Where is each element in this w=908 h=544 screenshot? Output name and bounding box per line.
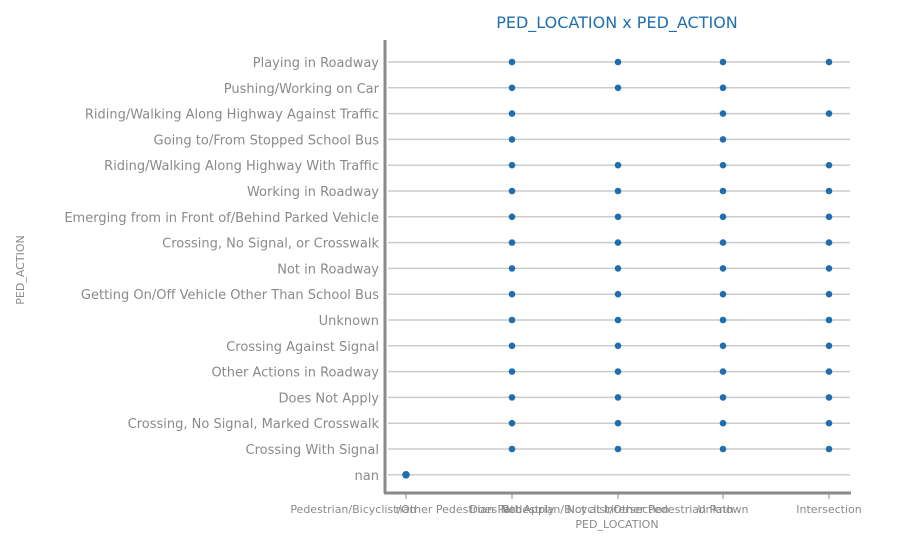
x-tick-label: Pedestrian/Bicyclist/Other Pedestrian Pa…	[290, 503, 521, 516]
data-point	[719, 342, 727, 350]
data-point	[508, 213, 516, 221]
x-tick-label: Does Not Apply	[469, 503, 555, 516]
data-point	[614, 161, 622, 169]
data-point	[614, 265, 622, 272]
x-tick-label: Pedestrian/Bicyclist/Other Pedestrian Pa…	[502, 503, 733, 516]
y-tick-label: Getting On/Off Vehicle Other Than School…	[81, 288, 379, 303]
data-point	[614, 58, 622, 66]
y-tick-label: Does Not Apply	[279, 391, 380, 406]
y-tick-label: Other Actions in Roadway	[211, 366, 379, 381]
data-point	[719, 316, 727, 324]
data-point	[719, 58, 727, 66]
data-point	[508, 265, 516, 272]
y-tick-label: Crossing With Signal	[246, 443, 379, 458]
data-point	[508, 58, 516, 66]
data-point	[825, 445, 833, 453]
data-point	[508, 239, 516, 246]
data-point	[719, 290, 727, 298]
data-point	[719, 265, 727, 272]
y-tick-label: Riding/Walking Along Highway Against Tra…	[85, 108, 379, 123]
data-point	[614, 213, 622, 221]
data-point	[825, 368, 833, 375]
data-point	[508, 342, 516, 350]
data-point	[614, 239, 622, 246]
data-point	[719, 110, 727, 117]
y-tick-label: Playing in Roadway	[253, 56, 380, 71]
data-point	[825, 58, 833, 66]
data-point	[825, 213, 833, 221]
data-point	[614, 187, 622, 195]
data-point	[614, 394, 622, 401]
y-tick-label: Crossing, No Signal, or Crosswalk	[162, 237, 379, 252]
y-tick-label: Not in Roadway	[277, 262, 379, 277]
data-point	[508, 110, 516, 117]
y-tick-label: Pushing/Working on Car	[224, 82, 380, 97]
data-point	[508, 368, 516, 375]
data-point	[402, 471, 410, 479]
data-point	[825, 342, 833, 350]
x-tick-label: Intersection	[796, 503, 861, 516]
x-axis-label: PED_LOCATION	[575, 518, 658, 531]
data-point	[719, 136, 727, 143]
data-point	[825, 187, 833, 195]
data-point	[614, 368, 622, 375]
y-axis-label: PED_ACTION	[14, 235, 27, 304]
y-tick-label: nan	[355, 469, 379, 484]
x-tick-label: nan	[396, 503, 417, 516]
data-point	[719, 187, 727, 195]
x-tick-label: Unknown	[697, 503, 748, 516]
y-tick-label: Unknown	[319, 314, 379, 329]
data-point	[508, 419, 516, 427]
data-point	[614, 316, 622, 324]
chart-title: PED_LOCATION x PED_ACTION	[496, 13, 738, 33]
data-point	[508, 84, 516, 92]
y-tick-label: Crossing Against Signal	[226, 340, 379, 355]
data-point	[825, 265, 833, 272]
data-point	[614, 290, 622, 298]
data-point	[825, 290, 833, 298]
data-point	[614, 84, 622, 92]
data-point	[719, 161, 727, 169]
x-tick-labels: Pedestrian/Bicyclist/Other Pedestrian Pa…	[290, 493, 862, 516]
data-point	[508, 394, 516, 401]
data-point	[719, 445, 727, 453]
y-tick-label: Going to/From Stopped School Bus	[154, 133, 380, 148]
data-point	[825, 394, 833, 401]
x-tick-label: Not at Intersection	[567, 503, 670, 516]
data-point	[719, 84, 727, 92]
data-point	[614, 419, 622, 427]
data-point	[719, 368, 727, 375]
data-point	[825, 110, 833, 117]
data-point	[614, 445, 622, 453]
data-point	[719, 394, 727, 401]
y-tick-label: Working in Roadway	[247, 185, 379, 200]
y-tick-label: Riding/Walking Along Highway With Traffi…	[104, 159, 379, 174]
data-point	[719, 239, 727, 246]
data-point	[508, 187, 516, 195]
data-point	[825, 161, 833, 169]
y-tick-labels: nan Crossing With Signal Crossing, No Sign…	[64, 56, 379, 484]
data-point	[508, 161, 516, 169]
data-point	[719, 213, 727, 221]
data-point	[508, 290, 516, 298]
data-point	[825, 316, 833, 324]
data-point	[508, 445, 516, 453]
data-points	[402, 58, 833, 479]
data-point	[614, 342, 622, 350]
y-tick-label: Emerging from in Front of/Behind Parked …	[64, 211, 379, 226]
data-point	[508, 316, 516, 324]
data-point	[508, 136, 516, 143]
data-point	[719, 419, 727, 427]
y-tick-label: Crossing, No Signal, Marked Crosswalk	[128, 417, 380, 432]
data-point	[825, 239, 833, 246]
data-point	[825, 419, 833, 427]
